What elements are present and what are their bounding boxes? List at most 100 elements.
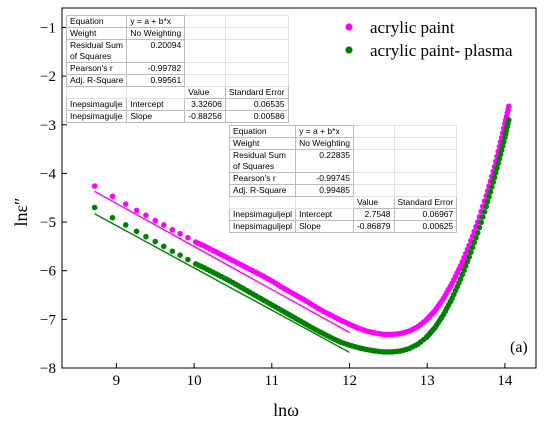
data-point-acrylic-paint-plasma <box>506 117 512 123</box>
intercept-value: 2.7548 <box>352 208 395 221</box>
panel-label: (a) <box>510 339 528 356</box>
empty-cell <box>393 149 458 173</box>
x-tick-label: 13 <box>420 373 435 389</box>
data-point-acrylic-paint-plasma <box>466 254 472 260</box>
legend: acrylic paint acrylic paint- plasma <box>345 18 513 60</box>
empty-cell <box>393 137 458 150</box>
pearson-label: Pearson's r <box>228 172 297 185</box>
empty-cell <box>184 15 226 28</box>
data-point-acrylic-paint-plasma <box>476 224 483 231</box>
empty-cell <box>184 39 226 63</box>
data-point-acrylic-paint-plasma <box>464 258 471 265</box>
x-tick-label: 10 <box>187 373 202 389</box>
data-point-acrylic-paint-plasma <box>494 165 500 171</box>
data-point-acrylic-paint-plasma <box>122 222 129 228</box>
x-tick-label: 9 <box>113 373 121 389</box>
empty-cell <box>352 125 395 138</box>
empty-cell <box>393 184 458 197</box>
value-header: Value <box>184 86 226 99</box>
data-point-acrylic-paint <box>169 227 176 233</box>
data-point-acrylic-paint-plasma <box>469 244 476 251</box>
stderr-header: Standard Error <box>224 86 289 99</box>
pearson-value: -0.99782 <box>126 62 186 75</box>
legend-label-acrylic-paint-plasma: acrylic paint- plasma <box>370 41 513 60</box>
data-point-acrylic-paint-plasma <box>152 238 159 245</box>
data-point-acrylic-paint-plasma <box>483 203 490 210</box>
equation-value: y = a + b*x <box>126 15 186 28</box>
empty-cell <box>184 27 226 40</box>
data-point-acrylic-paint-plasma <box>143 233 149 240</box>
empty-cell <box>393 172 458 185</box>
fit-table-acrylic-paint-plasma: Equation y = a + b*x Weight No Weighting… <box>228 125 458 233</box>
data-points <box>91 103 512 355</box>
data-point-acrylic-paint <box>91 183 98 189</box>
intercept-label: Intercept <box>126 98 186 111</box>
intercept-error: 0.06535 <box>224 98 289 111</box>
data-point-acrylic-paint-plasma <box>480 214 486 220</box>
data-point-acrylic-paint <box>152 217 159 224</box>
data-point-acrylic-paint-plasma <box>497 151 504 158</box>
empty-cell <box>126 86 186 99</box>
plot-frame <box>61 7 537 369</box>
data-point-acrylic-paint-plasma <box>473 234 479 241</box>
adj-r-square-label: Adj. R-Square <box>228 184 297 197</box>
dataset-name: Inepsimaguljepl <box>228 208 297 221</box>
stderr-header: Standard Error <box>393 196 458 209</box>
data-point-acrylic-paint <box>506 103 512 110</box>
data-point-acrylic-paint-plasma <box>496 156 503 162</box>
data-point-acrylic-paint-plasma <box>169 248 176 255</box>
x-axis-title: lnω <box>273 400 299 420</box>
empty-cell <box>224 62 289 75</box>
data-point-acrylic-paint-plasma <box>489 184 495 190</box>
data-point-acrylic-paint-plasma <box>177 252 183 258</box>
fit-lines <box>94 190 350 354</box>
data-point-acrylic-paint-plasma <box>468 249 474 256</box>
data-point-acrylic-paint-plasma <box>499 143 506 149</box>
slope-label: Slope <box>295 220 354 233</box>
intercept-error: 0.06967 <box>393 208 458 221</box>
pearson-label: Pearson's r <box>65 62 128 75</box>
fit-line-acrylic-paint <box>94 190 350 334</box>
y-tick-label: −8 <box>40 361 56 377</box>
data-point-acrylic-paint-plasma <box>487 189 494 195</box>
empty-cell <box>224 74 289 87</box>
dataset-name: Inepsimagulje <box>65 98 128 111</box>
data-point-acrylic-paint-plasma <box>481 208 488 215</box>
y-tick-label: −4 <box>40 166 56 182</box>
equation-label: Equation <box>228 125 297 138</box>
empty-cell <box>295 196 354 209</box>
legend-label-acrylic-paint: acrylic paint <box>370 18 455 37</box>
data-point-acrylic-paint-plasma <box>471 239 478 246</box>
weight-label: Weight <box>228 137 297 150</box>
intercept-label: Intercept <box>295 208 354 221</box>
y-tick-label: −7 <box>40 312 56 328</box>
data-point-acrylic-paint-plasma <box>185 256 191 263</box>
fit-table-acrylic-paint: Equation y = a + b*x Weight No Weighting… <box>65 15 289 123</box>
data-point-acrylic-paint <box>122 201 129 207</box>
data-point-acrylic-paint-plasma <box>462 263 469 269</box>
slope-error: 0.00586 <box>224 110 289 123</box>
empty-cell <box>224 27 289 40</box>
slope-value: -0.86879 <box>352 220 395 233</box>
data-point-acrylic-paint-plasma <box>109 214 116 221</box>
rss-value: 0.22835 <box>295 149 354 173</box>
empty-cell <box>224 15 289 28</box>
x-tick-label: 14 <box>497 373 513 389</box>
value-header: Value <box>352 196 395 209</box>
data-point-acrylic-paint <box>185 234 191 241</box>
intercept-value: 3.32606 <box>184 98 226 111</box>
empty-cell <box>393 125 458 138</box>
fit-line-acrylic-paint-plasma <box>94 213 350 354</box>
data-point-acrylic-paint-plasma <box>495 160 502 167</box>
slope-error: 0.00625 <box>393 220 458 233</box>
data-point-acrylic-paint-plasma <box>459 271 466 278</box>
empty-cell <box>228 196 297 209</box>
empty-cell <box>352 184 395 197</box>
dataset-name: Inepsimaguljepl <box>228 220 297 233</box>
weight-value: No Weighting <box>126 27 186 40</box>
equation-label: Equation <box>65 15 128 28</box>
data-point-acrylic-paint <box>160 222 167 228</box>
data-point-acrylic-paint <box>143 212 149 219</box>
data-point-acrylic-paint-plasma <box>492 170 499 176</box>
